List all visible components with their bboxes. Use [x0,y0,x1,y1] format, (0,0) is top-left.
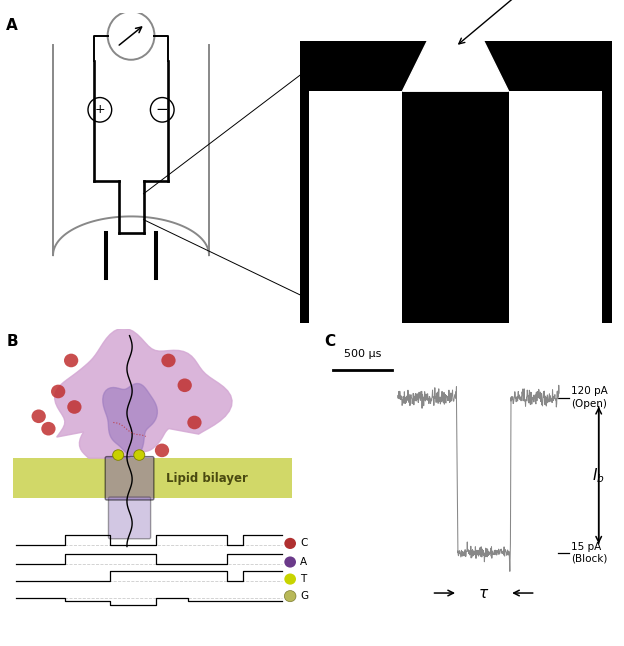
Circle shape [134,450,145,461]
Text: C: C [324,334,336,349]
Text: τ: τ [479,585,488,601]
Text: B: B [6,334,18,349]
Circle shape [285,556,296,568]
Circle shape [178,379,192,392]
FancyBboxPatch shape [109,497,150,539]
Circle shape [64,353,78,368]
Text: 15 pA
(Block): 15 pA (Block) [571,541,607,564]
Bar [12,458,292,499]
Text: $\mathit{I}_b$: $\mathit{I}_b$ [592,466,605,484]
Circle shape [155,444,169,457]
Text: +: + [94,103,105,116]
Polygon shape [402,41,509,91]
Bar [309,91,402,323]
Text: T: T [300,574,306,584]
Circle shape [285,538,296,549]
Text: A: A [6,17,18,33]
Circle shape [51,384,66,399]
Circle shape [285,574,296,585]
Circle shape [187,415,202,430]
Circle shape [285,590,296,601]
Polygon shape [103,384,157,456]
Bar [509,91,602,323]
Text: −: − [156,102,168,118]
FancyBboxPatch shape [105,457,154,500]
Circle shape [113,450,124,461]
Text: 120 pA
(Open): 120 pA (Open) [571,386,608,409]
Text: G: G [300,591,308,601]
Polygon shape [55,328,232,458]
Text: A: A [300,557,307,567]
Circle shape [32,410,46,423]
Circle shape [162,353,175,368]
Text: 500 μs: 500 μs [344,349,381,359]
Text: C: C [300,538,307,548]
Text: Lipid bilayer: Lipid bilayer [167,472,248,484]
Circle shape [41,422,56,435]
Circle shape [67,400,82,414]
